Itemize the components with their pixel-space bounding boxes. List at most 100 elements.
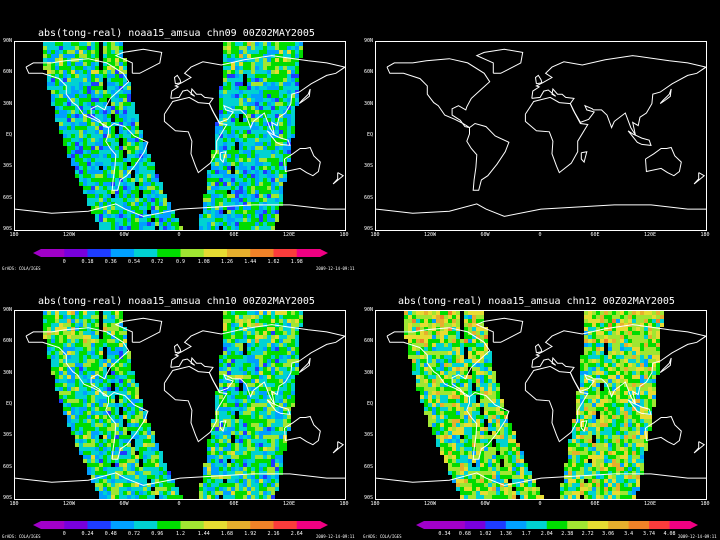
footer-credit: GrADS: COLA/IGES (2, 534, 41, 539)
colorbar-label: 2.64 (290, 531, 303, 537)
footer-credit: GrADS: COLA/IGES (2, 266, 41, 271)
lon-tick-label: 0 (177, 232, 181, 238)
coastlines (376, 317, 706, 486)
lon-tick-label: 60E (590, 501, 600, 507)
colorbar-segment (608, 521, 630, 529)
colorbar-svg (33, 249, 328, 257)
lon-tick-label: 120W (62, 232, 76, 238)
colorbar-label: 3.06 (602, 531, 615, 537)
map-panel-chn12: abs(tong-real) noaa15_amsua chn12 00Z02M… (360, 270, 720, 540)
footer-credit: GrADS: COLA/IGES (363, 534, 402, 539)
colorbar-svg (416, 521, 698, 529)
colorbar-segment (505, 521, 527, 529)
swath-data (404, 311, 664, 499)
colorbar-segment (180, 521, 205, 529)
colorbar-segment (296, 249, 321, 257)
colorbar-segment (203, 249, 228, 257)
colorbar-label: 1.68 (220, 531, 234, 537)
lat-tick-label: 60S (363, 194, 373, 201)
colorbar-segment (203, 521, 228, 529)
coastlines (15, 48, 345, 217)
lon-tick-label: 180 (339, 232, 349, 238)
lon-tick-label: 180 (9, 232, 19, 238)
lat-tick-label: 30S (363, 432, 373, 439)
footer-timestamp: 2009-12-14-09:11 (678, 534, 717, 539)
colorbar-arrow-right (690, 521, 698, 529)
colorbar-label: 1.2 (175, 531, 186, 537)
colorbar-label: 0 (62, 259, 66, 265)
lat-tick-label: 90N (2, 307, 12, 313)
lat-tick-label: EQ (366, 132, 373, 138)
colorbar-label: 1.92 (244, 531, 257, 537)
map-panel-empty: 90N 60N 30N EQ 30S 60S 90S 180 120W 60W 0 60E 120E 18… (360, 0, 720, 275)
colorbar-label: 3.74 (643, 531, 656, 537)
colorbar-label: 0.54 (127, 259, 141, 265)
lat-tick-label: 90N (363, 307, 373, 313)
colorbar-segment (227, 249, 251, 257)
colorbar-label: 1.26 (220, 259, 234, 265)
lat-tick-label: 60S (2, 463, 12, 470)
lat-tick-label: 30N (363, 369, 373, 376)
colorbar-segment (424, 521, 445, 529)
colorbar-segment (273, 521, 298, 529)
footer-timestamp: 2009-12-14-09:11 (316, 534, 355, 539)
colorbar-segment (669, 521, 691, 529)
colorbar-segment (526, 521, 548, 529)
lat-tick-label: 90N (2, 38, 12, 44)
colorbar-segment (157, 521, 181, 529)
colorbar-label: 0.96 (151, 531, 164, 537)
colorbar-segment (41, 521, 65, 529)
colorbar-segment (464, 521, 486, 529)
lon-tick-label: 0 (538, 232, 542, 238)
colorbar-segment (628, 521, 650, 529)
colorbar-label: 1.02 (479, 531, 492, 537)
colorbar-segment (250, 249, 274, 257)
lat-tick-label: 90S (363, 495, 373, 501)
lat-tick-label: 30N (363, 100, 373, 107)
lon-tick-label: 180 (700, 501, 710, 507)
map-svg (376, 311, 706, 499)
colorbar-label: 0.18 (81, 259, 94, 265)
colorbar-segment (157, 249, 181, 257)
colorbar-label: 1.08 (197, 259, 210, 265)
lat-tick-label: EQ (5, 132, 12, 138)
lat-tick-label: 60N (2, 69, 12, 76)
colorbar-arrow-right (320, 521, 328, 529)
lat-tick-label: 90N (363, 38, 373, 44)
lon-tick-label: 0 (177, 501, 181, 507)
colorbar-label: 4.08 (663, 531, 676, 537)
lon-tick-label: 180 (370, 501, 380, 507)
colorbar (33, 249, 328, 257)
lon-tick-label: 60W (119, 232, 129, 238)
colorbar-arrow-left (416, 521, 424, 529)
colorbar-svg (33, 521, 328, 529)
colorbar-label: 0.68 (458, 531, 471, 537)
map-panel-chn09: abs(tong-real) noaa15_amsua chn09 00Z02M… (0, 0, 360, 275)
lon-tick-label: 120E (282, 501, 296, 507)
lon-tick-label: 60W (480, 501, 490, 507)
lon-tick-label: 120E (643, 501, 657, 507)
map-plot (375, 41, 707, 231)
colorbar-label: 0.9 (175, 259, 186, 265)
coastlines (376, 48, 706, 217)
colorbar-segment (250, 521, 274, 529)
map-svg (376, 48, 706, 217)
colorbar-segment (87, 521, 112, 529)
swath-data (43, 311, 303, 499)
colorbar-label: 2.16 (267, 531, 280, 537)
lon-tick-label: 120W (62, 501, 76, 507)
colorbar-segment (134, 249, 158, 257)
map-svg (15, 311, 345, 499)
panel-title: abs(tong-real) noaa15_amsua chn09 00Z02M… (38, 28, 315, 39)
colorbar-label: 1.7 (521, 531, 531, 537)
colorbar-label: 0 (62, 531, 66, 537)
colorbar-segment (110, 249, 135, 257)
colorbar-segment (227, 521, 251, 529)
lon-tick-label: 180 (339, 501, 349, 507)
lon-tick-label: 60W (119, 501, 129, 507)
colorbar-segment (41, 249, 65, 257)
lon-tick-label: 0 (538, 501, 542, 507)
map-svg (15, 42, 345, 230)
lon-tick-label: 120W (423, 501, 437, 507)
colorbar-segment (485, 521, 507, 529)
